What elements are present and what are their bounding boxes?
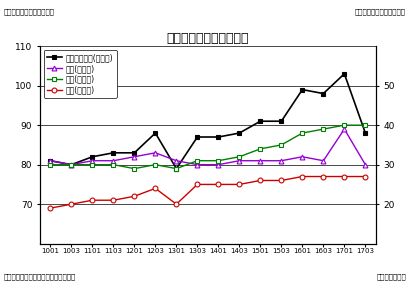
- 分譲(右目盛): [111, 199, 116, 202]
- 持家(右目盛): [257, 159, 262, 162]
- 分譲(右目盛): [173, 202, 178, 206]
- 分譲(右目盛): [257, 179, 262, 182]
- 分譲(右目盛): [341, 175, 346, 178]
- Line: 貸家(右目盛): 貸家(右目盛): [48, 123, 367, 171]
- 持家(右目盛): [299, 155, 304, 158]
- 持家(右目盛): [216, 163, 220, 166]
- 住宅着工戸数(左目盛): [90, 155, 94, 158]
- Line: 分譲(右目盛): 分譲(右目盛): [48, 174, 367, 211]
- 住宅着工戸数(左目盛): [257, 119, 262, 123]
- 住宅着工戸数(左目盛): [69, 163, 74, 166]
- 住宅着工戸数(左目盛): [173, 167, 178, 170]
- 分譲(右目盛): [153, 187, 157, 190]
- 分譲(右目盛): [299, 175, 304, 178]
- 住宅着工戸数(左目盛): [236, 131, 241, 135]
- 分譲(右目盛): [90, 199, 94, 202]
- Line: 持家(右目盛): 持家(右目盛): [48, 127, 367, 167]
- 持家(右目盛): [48, 159, 53, 162]
- 貸家(右目盛): [320, 127, 325, 131]
- 持家(右目盛): [320, 159, 325, 162]
- 住宅着工戸数(左目盛): [362, 131, 367, 135]
- 持家(右目盛): [173, 159, 178, 162]
- 住宅着工戸数(左目盛): [299, 88, 304, 91]
- Line: 住宅着工戸数(左目盛): 住宅着工戸数(左目盛): [48, 71, 367, 171]
- 住宅着工戸数(左目盛): [341, 72, 346, 76]
- 分譲(右目盛): [320, 175, 325, 178]
- 分譲(右目盛): [69, 202, 74, 206]
- 分譲(右目盛): [362, 175, 367, 178]
- 貸家(右目盛): [111, 163, 116, 166]
- 持家(右目盛): [362, 163, 367, 166]
- 貸家(右目盛): [153, 163, 157, 166]
- 持家(右目盛): [278, 159, 283, 162]
- 持家(右目盛): [194, 163, 199, 166]
- Text: （季調済年率換算、万戸）: （季調済年率換算、万戸）: [4, 8, 55, 15]
- Text: （資料）国土交通省「建築着工統計」: （資料）国土交通省「建築着工統計」: [4, 274, 76, 280]
- 持家(右目盛): [341, 127, 346, 131]
- 貸家(右目盛): [299, 131, 304, 135]
- 貸家(右目盛): [278, 143, 283, 147]
- 貸家(右目盛): [236, 155, 241, 158]
- 貸家(右目盛): [216, 159, 220, 162]
- 貸家(右目盛): [48, 163, 53, 166]
- Legend: 住宅着工戸数(左目盛), 持家(右目盛), 貸家(右目盛), 分譲(右目盛): 住宅着工戸数(左目盛), 持家(右目盛), 貸家(右目盛), 分譲(右目盛): [44, 50, 116, 98]
- 貸家(右目盛): [69, 163, 74, 166]
- 住宅着工戸数(左目盛): [194, 135, 199, 139]
- 持家(右目盛): [111, 159, 116, 162]
- 貸家(右目盛): [341, 123, 346, 127]
- Text: （季調済年率換算、万戸）: （季調済年率換算、万戸）: [354, 8, 405, 15]
- 貸家(右目盛): [173, 167, 178, 170]
- 持家(右目盛): [69, 163, 74, 166]
- 貸家(右目盛): [257, 147, 262, 151]
- Text: （年・四半期）: （年・四半期）: [375, 274, 405, 280]
- 貸家(右目盛): [90, 163, 94, 166]
- 住宅着工戸数(左目盛): [153, 131, 157, 135]
- 分譲(右目盛): [278, 179, 283, 182]
- 貸家(右目盛): [362, 123, 367, 127]
- Title: 新設住宅着工戸数の推移: 新設住宅着工戸数の推移: [166, 32, 249, 45]
- 持家(右目盛): [132, 155, 137, 158]
- 貸家(右目盛): [132, 167, 137, 170]
- 分譲(右目盛): [216, 183, 220, 186]
- 貸家(右目盛): [194, 159, 199, 162]
- 分譲(右目盛): [194, 183, 199, 186]
- 住宅着工戸数(左目盛): [132, 151, 137, 155]
- 持家(右目盛): [153, 151, 157, 155]
- 住宅着工戸数(左目盛): [320, 92, 325, 95]
- 住宅着工戸数(左目盛): [48, 159, 53, 162]
- 分譲(右目盛): [48, 206, 53, 210]
- 分譲(右目盛): [236, 183, 241, 186]
- 住宅着工戸数(左目盛): [111, 151, 116, 155]
- 持家(右目盛): [90, 159, 94, 162]
- 住宅着工戸数(左目盛): [278, 119, 283, 123]
- 住宅着工戸数(左目盛): [216, 135, 220, 139]
- 分譲(右目盛): [132, 195, 137, 198]
- 持家(右目盛): [236, 159, 241, 162]
